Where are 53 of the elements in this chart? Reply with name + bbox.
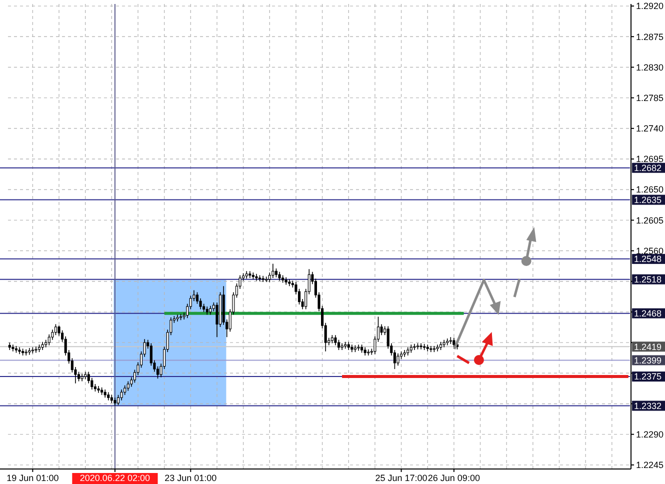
candlestick — [262, 276, 264, 282]
candlestick — [380, 324, 383, 336]
candlestick — [120, 389, 123, 401]
x-tick-label: 23 Jun 01:00 — [164, 473, 217, 483]
ref-line-label: 1.2332 — [634, 400, 662, 411]
y-tick-label: 1.2740 — [636, 124, 664, 134]
ref-line-label: 1.2548 — [634, 254, 662, 264]
x-tick-label: 26 Jun 09:00 — [428, 473, 480, 483]
candlestick — [248, 270, 252, 278]
candlestick — [430, 346, 432, 352]
candlestick — [77, 371, 80, 382]
candlestick — [97, 386, 100, 394]
candlestick — [48, 334, 50, 346]
ref-line-label: 1.2399 — [634, 355, 662, 366]
y-tick-label: 1.2650 — [636, 184, 664, 195]
candlestick — [420, 342, 422, 350]
candlestick — [357, 344, 360, 352]
candlestick — [403, 350, 406, 358]
ref-line-label: 1.2419 — [634, 342, 662, 352]
y-tick-label: 1.2785 — [636, 92, 664, 103]
x-tick-label: 19 Jun 01:00 — [6, 473, 59, 483]
candlestick — [24, 348, 28, 356]
y-tick-label: 1.2245 — [636, 460, 664, 470]
candlestick — [126, 380, 130, 392]
y-tick-label: 1.2830 — [636, 62, 664, 72]
candlestick — [340, 342, 344, 350]
ref-line-label: 1.2468 — [634, 308, 662, 318]
candlestick — [452, 337, 456, 348]
y-tick-label: 1.2920 — [636, 1, 664, 12]
candlestick — [436, 344, 439, 352]
candlestick — [334, 334, 337, 346]
ref-line-label: 1.2682 — [634, 162, 662, 173]
y-tick-label: 1.2290 — [636, 429, 664, 440]
candlestick — [449, 336, 452, 344]
y-tick-label: 1.2695 — [636, 154, 664, 164]
candlestick — [176, 314, 179, 322]
candlestick — [396, 353, 400, 366]
x-tick-label: 2020.06.22 02:00 — [80, 473, 150, 483]
candlestick — [272, 263, 274, 278]
candlestick — [34, 346, 38, 354]
y-tick-label: 1.2875 — [636, 32, 664, 42]
ref-line-label: 1.2635 — [634, 194, 662, 205]
candlestick — [12, 344, 14, 352]
x-tick-label: 25 Jun 17:00 — [375, 473, 428, 483]
candlestick — [337, 339, 340, 350]
ref-line-label: 1.2375 — [634, 372, 662, 382]
candlestick — [426, 344, 429, 352]
y-tick-label: 1.2605 — [636, 215, 664, 226]
y-tick-label: 1.2560 — [636, 246, 664, 256]
candlestick — [413, 344, 416, 350]
candlestick — [367, 348, 370, 356]
candlestick — [28, 348, 31, 356]
ref-line-label: 1.2518 — [634, 274, 662, 284]
